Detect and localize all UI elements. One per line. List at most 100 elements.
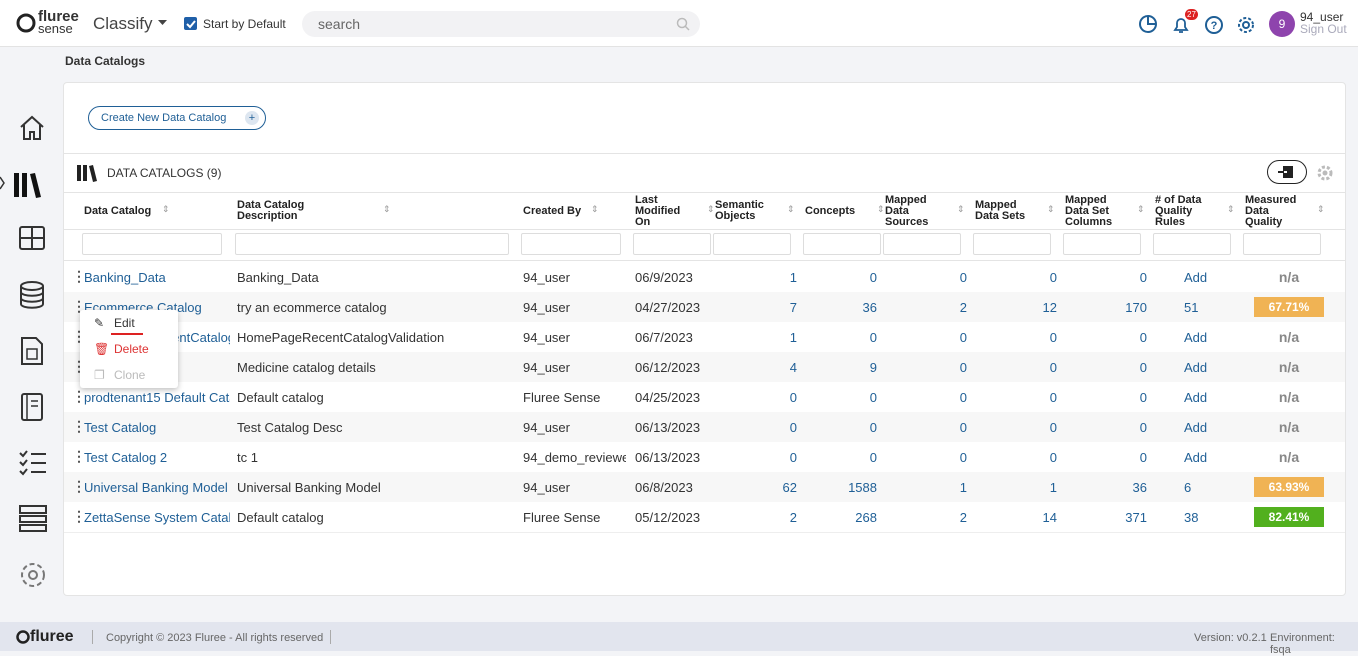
- cell[interactable]: 0: [1049, 420, 1057, 435]
- cell[interactable]: 0: [1139, 360, 1147, 375]
- cell[interactable]: 0: [869, 330, 877, 345]
- row-actions[interactable]: ⋮: [72, 448, 86, 464]
- nav-catalogs[interactable]: [0, 169, 48, 199]
- cell[interactable]: 7: [789, 300, 797, 315]
- sort-icon[interactable]: ⇕: [1137, 204, 1145, 214]
- cell[interactable]: 0: [1049, 450, 1057, 465]
- filter-input[interactable]: [883, 233, 961, 255]
- row-actions[interactable]: ⋮: [72, 388, 86, 404]
- filter-input[interactable]: [235, 233, 509, 255]
- menu-icon[interactable]: ❐: [94, 368, 105, 382]
- column-header[interactable]: Mapped Data Sources: [885, 193, 947, 229]
- cell[interactable]: 0: [1049, 270, 1057, 285]
- export-button[interactable]: [1267, 160, 1307, 184]
- nav-layout[interactable]: [18, 504, 48, 532]
- app-selector[interactable]: Classify: [93, 14, 153, 33]
- cell[interactable]: 0: [959, 420, 967, 435]
- sort-icon[interactable]: ⇕: [383, 204, 391, 214]
- cell[interactable]: 0: [869, 270, 877, 285]
- cell[interactable]: 0: [1139, 330, 1147, 345]
- column-header[interactable]: # of Data Quality Rules: [1155, 193, 1217, 229]
- cell[interactable]: 6: [1184, 480, 1192, 495]
- settings-icon[interactable]: [1236, 15, 1256, 35]
- cell[interactable]: 1: [959, 480, 967, 495]
- nav-home[interactable]: [18, 114, 46, 142]
- cell[interactable]: 62: [782, 480, 797, 495]
- sort-icon[interactable]: ⇕: [162, 204, 170, 214]
- cell[interactable]: 1: [1049, 480, 1057, 495]
- filter-input[interactable]: [973, 233, 1051, 255]
- search-box[interactable]: search: [302, 11, 700, 37]
- filter-input[interactable]: [803, 233, 881, 255]
- chart-icon[interactable]: [1138, 14, 1158, 34]
- cell[interactable]: 2: [959, 300, 967, 315]
- menu-item[interactable]: Edit: [114, 316, 135, 330]
- nav-document[interactable]: [18, 336, 46, 366]
- column-header[interactable]: Concepts: [805, 193, 867, 229]
- row-actions[interactable]: ⋮: [72, 298, 86, 314]
- cell[interactable]: 0: [1139, 450, 1147, 465]
- cell[interactable]: 36: [862, 300, 877, 315]
- cell[interactable]: Test Catalog 2: [84, 450, 168, 465]
- cell[interactable]: 0: [869, 450, 877, 465]
- sort-icon[interactable]: ⇕: [1047, 204, 1055, 214]
- cell[interactable]: 0: [1049, 330, 1057, 345]
- column-header[interactable]: Measured Data Quality: [1245, 193, 1307, 229]
- cell[interactable]: Banking_Data: [84, 270, 166, 285]
- avatar[interactable]: 9: [1269, 11, 1295, 37]
- cell[interactable]: 371: [1125, 510, 1147, 525]
- create-button[interactable]: Create New Data Catalog +: [88, 106, 266, 130]
- cell[interactable]: 1588: [848, 480, 877, 495]
- cell[interactable]: 36: [1132, 480, 1147, 495]
- cell[interactable]: 0: [1139, 420, 1147, 435]
- row-actions[interactable]: ⋮: [72, 478, 86, 494]
- column-header[interactable]: Last Modified On: [635, 193, 697, 229]
- row-actions[interactable]: ⋮: [72, 268, 86, 284]
- checkbox[interactable]: [184, 17, 197, 30]
- cell[interactable]: 12: [1042, 300, 1057, 315]
- row-actions[interactable]: ⋮: [72, 508, 86, 524]
- column-header[interactable]: Created By: [523, 193, 653, 229]
- sort-icon[interactable]: ⇕: [787, 204, 795, 214]
- filter-input[interactable]: [521, 233, 621, 255]
- cell[interactable]: Add: [1184, 270, 1208, 285]
- nav-checklist[interactable]: [18, 448, 48, 476]
- menu-icon[interactable]: ✎: [94, 316, 105, 330]
- menu-icon[interactable]: 🗑: [94, 342, 110, 356]
- filter-input[interactable]: [713, 233, 791, 255]
- cell[interactable]: Add: [1184, 420, 1208, 435]
- cell[interactable]: 0: [789, 420, 797, 435]
- cell[interactable]: 0: [959, 360, 967, 375]
- cell[interactable]: 2: [959, 510, 967, 525]
- cell[interactable]: ZettaSense System Catal: [84, 510, 230, 525]
- cell[interactable]: 0: [869, 420, 877, 435]
- cell[interactable]: 2: [789, 510, 797, 525]
- sort-icon[interactable]: ⇕: [1317, 204, 1325, 214]
- sort-icon[interactable]: ⇕: [707, 204, 715, 214]
- cell[interactable]: Add: [1184, 330, 1208, 345]
- column-header[interactable]: Semantic Objects: [715, 193, 777, 229]
- nav-database[interactable]: [18, 280, 46, 310]
- cell[interactable]: 0: [1049, 360, 1057, 375]
- cell[interactable]: 0: [1049, 390, 1057, 405]
- cell[interactable]: 170: [1125, 300, 1147, 315]
- sign-out[interactable]: Sign Out: [1300, 22, 1347, 36]
- cell[interactable]: 0: [959, 270, 967, 285]
- cell[interactable]: Add: [1184, 360, 1208, 375]
- cell[interactable]: prodtenant15 Default Cata: [84, 390, 230, 405]
- column-header[interactable]: Mapped Data Sets: [975, 193, 1037, 229]
- filter-input[interactable]: [1243, 233, 1321, 255]
- sort-icon[interactable]: ⇕: [1227, 204, 1235, 214]
- cell[interactable]: 0: [959, 390, 967, 405]
- sort-icon[interactable]: ⇕: [877, 204, 885, 214]
- cell[interactable]: 0: [959, 450, 967, 465]
- nav-admin[interactable]: [18, 560, 48, 590]
- menu-item[interactable]: Delete: [114, 342, 149, 356]
- cell[interactable]: 0: [1139, 390, 1147, 405]
- cell[interactable]: Add: [1184, 390, 1208, 405]
- cell[interactable]: 0: [869, 390, 877, 405]
- cell[interactable]: 0: [789, 390, 797, 405]
- filter-input[interactable]: [1153, 233, 1231, 255]
- nav-grid[interactable]: [18, 224, 46, 252]
- cell[interactable]: 4: [789, 360, 797, 375]
